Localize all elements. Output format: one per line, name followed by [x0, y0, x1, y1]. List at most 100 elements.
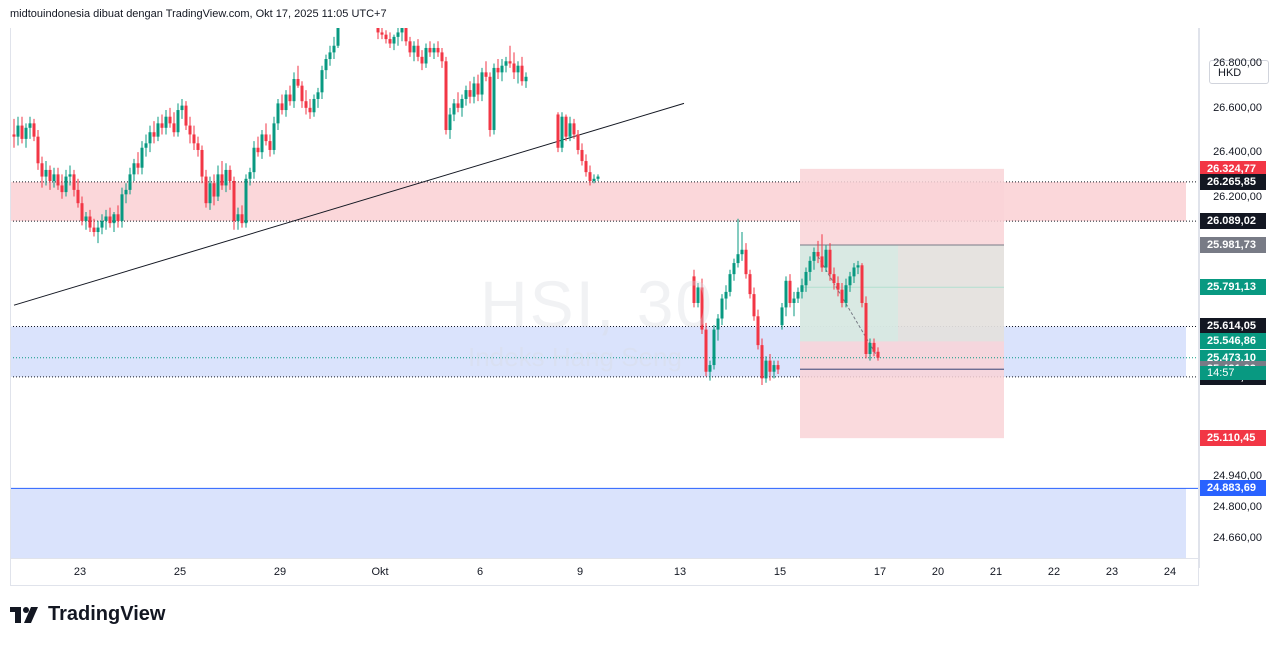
- candle-body: [276, 103, 280, 124]
- candle-body: [252, 147, 256, 173]
- candle-body: [300, 85, 304, 102]
- price-tag: 26.324,77: [1200, 160, 1266, 177]
- candle-body: [272, 123, 276, 150]
- candle-body: [564, 116, 568, 137]
- candle-body: [724, 291, 728, 299]
- tradingview-brand[interactable]: TradingView: [10, 603, 165, 626]
- candle-body: [268, 141, 272, 150]
- zone-lower-support: [10, 488, 1186, 558]
- candle-body: [432, 47, 436, 53]
- candle-body: [104, 216, 108, 221]
- candle-body: [120, 194, 124, 221]
- candle-body: [876, 351, 880, 358]
- candle-body: [24, 127, 28, 139]
- candle-body: [108, 216, 112, 224]
- candle-body: [396, 32, 400, 37]
- price-tag: 26.265,85: [1200, 173, 1266, 190]
- candle-body: [28, 123, 32, 128]
- candle-body: [496, 67, 500, 73]
- candle-body: [792, 298, 796, 303]
- candle-body: [188, 125, 192, 135]
- candle-body: [92, 227, 96, 233]
- time-axis[interactable]: [10, 558, 1199, 587]
- candle-body: [20, 125, 24, 139]
- watermark-name: Indeks Hang Seng: [468, 342, 682, 372]
- time-tick-label: 9: [576, 566, 584, 578]
- candle-body: [148, 132, 152, 144]
- candle-body: [872, 342, 876, 352]
- candle-body: [60, 185, 64, 193]
- candle-body: [176, 110, 180, 133]
- price-axis[interactable]: HKD 26.800,00 26.600,00 26.400,00 26.200,00…: [1199, 28, 1281, 568]
- candle-body: [780, 307, 784, 326]
- watermark-symbol: HSI, 30: [480, 267, 715, 341]
- price-tick-label: 26.600,00: [1213, 101, 1262, 114]
- candle-body: [840, 289, 844, 303]
- candle-body: [416, 45, 420, 57]
- candle-body: [512, 63, 516, 73]
- chart-header: midtouindonesia dibuat dengan TradingVie…: [10, 8, 387, 20]
- candle-body: [852, 267, 856, 277]
- candle-body: [88, 216, 92, 228]
- candle-body: [36, 136, 40, 164]
- candle-body: [144, 143, 148, 148]
- candle-body: [744, 249, 748, 275]
- candle-body: [440, 52, 444, 62]
- candle-body: [56, 174, 60, 186]
- candle-body: [204, 176, 208, 204]
- candle-body: [572, 123, 576, 135]
- candle-body: [256, 147, 260, 153]
- tradingview-logo-icon: [10, 606, 38, 623]
- currency-selector[interactable]: HKD: [1209, 60, 1269, 84]
- candle-body: [704, 329, 708, 372]
- candle-body: [492, 67, 496, 131]
- brand-name: TradingView: [48, 603, 166, 625]
- candle-body: [316, 92, 320, 99]
- candle-body: [52, 174, 56, 182]
- candle-body: [464, 90, 468, 99]
- candle-body: [764, 360, 768, 379]
- candle-body: [312, 98, 316, 113]
- candle-body: [132, 163, 136, 175]
- time-tick-label: 17: [873, 566, 887, 578]
- candle-body: [524, 76, 528, 82]
- price-tick-label: 24.800,00: [1213, 500, 1262, 513]
- candle-body: [328, 52, 332, 60]
- candle-body: [848, 276, 852, 286]
- candle-body: [756, 316, 760, 346]
- candle-body: [232, 181, 236, 221]
- candle-body: [244, 178, 248, 224]
- candle-body: [488, 76, 492, 131]
- candle-body: [392, 36, 396, 44]
- candle-body: [436, 47, 440, 53]
- candle-body: [800, 285, 804, 292]
- candle-body: [220, 174, 224, 186]
- candle-body: [472, 83, 476, 97]
- candle-body: [192, 134, 196, 144]
- candle-body: [836, 283, 840, 290]
- candle-body: [484, 72, 488, 77]
- plot-area[interactable]: HSI, 30 Indeks Hang Seng: [10, 28, 1199, 558]
- candle-body: [100, 220, 104, 228]
- candle-body: [784, 280, 788, 308]
- candle-body: [404, 28, 408, 42]
- candle-body: [84, 216, 88, 221]
- time-tick-label: 21: [989, 566, 1003, 578]
- time-tick-label: 22: [1047, 566, 1061, 578]
- candle-body: [324, 59, 328, 71]
- candle-body: [160, 123, 164, 128]
- candle-body: [772, 365, 776, 372]
- candle-body: [452, 103, 456, 115]
- time-tick-label: 24: [1163, 566, 1177, 578]
- candle-body: [808, 260, 812, 272]
- candle-body: [380, 32, 384, 35]
- time-tick-label: 13: [673, 566, 687, 578]
- bar-countdown: 14:57: [1200, 365, 1266, 380]
- candle-body: [456, 103, 460, 108]
- candle-body: [732, 263, 736, 275]
- candle-body: [32, 123, 36, 137]
- candle-body: [76, 189, 80, 204]
- candle-body: [736, 254, 740, 264]
- candle-body: [224, 169, 228, 186]
- candle-body: [412, 45, 416, 53]
